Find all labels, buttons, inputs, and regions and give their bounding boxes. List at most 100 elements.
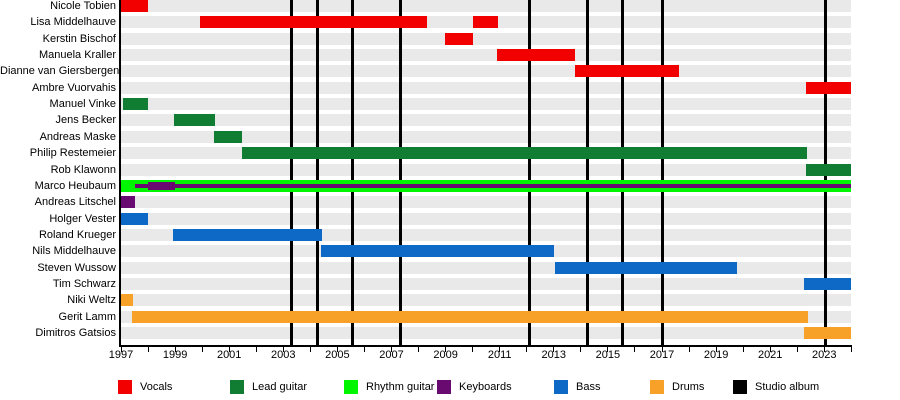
row-label: Nicole Tobien [50, 0, 116, 12]
tenure-bar [320, 245, 554, 257]
x-tick [823, 347, 825, 352]
row-track [121, 98, 852, 110]
row-label: Lisa Middelhauve [30, 15, 116, 28]
row-label: Dianne van Giersbergen [0, 64, 120, 77]
x-tick [850, 347, 852, 352]
x-tick [336, 347, 338, 352]
legend-swatch-lead_guitar [230, 380, 244, 394]
row-track [121, 114, 852, 126]
legend-item: Keyboards [437, 380, 547, 394]
x-tick [309, 347, 311, 352]
row-label: Kerstin Bischof [42, 32, 116, 45]
x-tick [715, 347, 717, 352]
legend-swatch-album [733, 380, 747, 394]
row-track [121, 196, 852, 208]
x-tick-label: 2021 [757, 349, 783, 361]
x-tick-label: 2001 [216, 349, 242, 361]
x-tick-label: 1997 [108, 349, 134, 361]
legend-label: Rhythm guitar [366, 381, 435, 393]
row-label: Roland Krueger [38, 228, 116, 241]
row-track [121, 327, 852, 339]
x-tick [363, 347, 365, 352]
tenure-bar [121, 0, 149, 12]
tenure-bar [805, 82, 852, 94]
legend-item: Rhythm guitar [344, 380, 454, 394]
row-label: Dimitros Gatsios [35, 326, 116, 339]
x-tick-label: 2003 [271, 349, 296, 361]
x-tick-label: 2005 [325, 349, 350, 361]
tenure-bar [122, 98, 149, 110]
y-axis-line [119, 0, 121, 347]
x-tick [742, 347, 744, 352]
row-label: Manuel Vinke [49, 97, 116, 110]
row-label: Niki Weltz [67, 293, 116, 306]
legend-swatch-vocals [118, 380, 132, 394]
row-label: Jens Becker [55, 113, 116, 126]
legend-label: Drums [672, 381, 705, 393]
tenure-bar [804, 278, 852, 290]
tenure-bar [174, 114, 215, 126]
x-tick-label: 2015 [595, 349, 621, 361]
row-track [121, 131, 852, 143]
tenure-bar [804, 327, 852, 339]
row-label: Rob Klawonn [50, 163, 116, 176]
row-track [121, 0, 852, 12]
album-marker-line [289, 0, 293, 345]
x-tick [147, 347, 149, 352]
legend-item: Bass [554, 380, 664, 394]
x-tick [769, 347, 771, 352]
x-tick [201, 347, 203, 352]
legend-swatch-rhythm_guitar [344, 380, 358, 394]
row-label: Marco Heubaum [34, 179, 116, 192]
x-tick [120, 347, 122, 352]
tenure-bar [805, 164, 852, 176]
row-track [121, 82, 852, 94]
x-tick [661, 347, 663, 352]
tenure-bar [554, 262, 737, 274]
legend-label: Studio album [755, 381, 820, 393]
x-tick [282, 347, 284, 352]
x-tick [526, 347, 528, 352]
legend-label: Bass [576, 381, 601, 393]
tenure-bar [445, 33, 473, 45]
x-tick-label: 2023 [812, 349, 837, 361]
row-track [121, 65, 852, 77]
tenure-bar [199, 16, 427, 28]
tenure-bar [241, 147, 807, 159]
tenure-bar [131, 311, 809, 323]
x-tick [445, 347, 447, 352]
tenure-bar [472, 16, 499, 28]
x-tick [580, 347, 582, 352]
row-label: Ambre Vuorvahis [32, 81, 116, 94]
x-tick-label: 2007 [379, 349, 404, 361]
x-tick [796, 347, 798, 352]
row-label: Andreas Maske [39, 130, 116, 143]
x-tick [553, 347, 555, 352]
tenure-bar [574, 65, 680, 77]
tenure-bar [121, 196, 135, 208]
row-track [121, 213, 852, 225]
album-marker-line [660, 0, 664, 345]
x-tick-label: 2017 [649, 349, 675, 361]
x-tick [174, 347, 176, 352]
row-track [121, 262, 852, 274]
x-tick-label: 2013 [541, 349, 567, 361]
row-label: Philip Restemeier [29, 146, 116, 159]
row-label: Steven Wussow [37, 261, 116, 274]
legend-swatch-drums [650, 380, 664, 394]
x-tick [688, 347, 690, 352]
tenure-bar [121, 294, 133, 306]
x-tick [391, 347, 392, 352]
legend-item: Lead guitar [230, 380, 340, 394]
row-label: Andreas Litschel [34, 195, 116, 208]
legend-label: Keyboards [459, 381, 512, 393]
album-marker-line [315, 0, 319, 345]
x-tick-label: 2019 [703, 349, 729, 361]
row-label: Nils Middelhauve [32, 244, 116, 257]
tenure-bar [214, 131, 242, 143]
x-tick [255, 347, 257, 352]
row-track [121, 294, 852, 306]
row-label: Gerit Lamm [58, 310, 116, 323]
legend-label: Vocals [140, 381, 173, 393]
